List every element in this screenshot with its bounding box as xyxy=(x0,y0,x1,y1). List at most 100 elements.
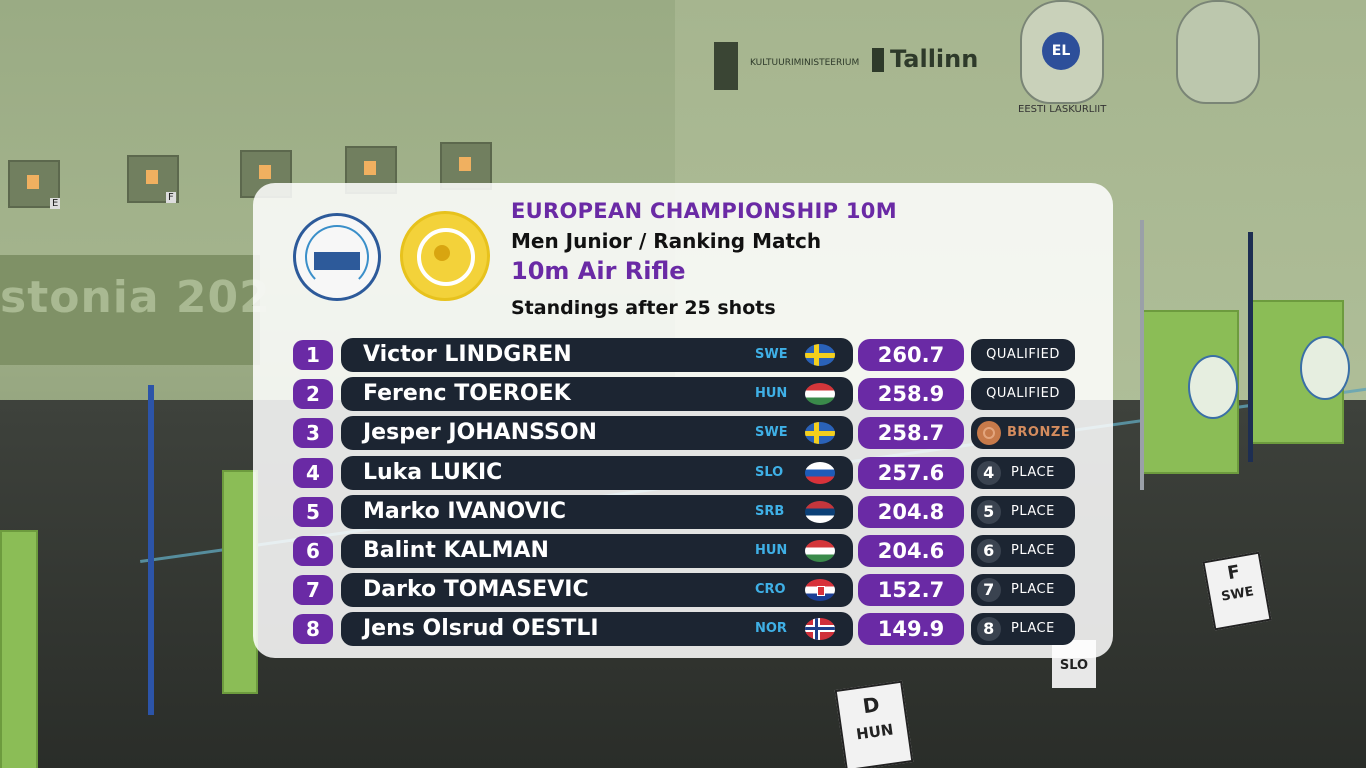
athlete-bar: Luka LUKIC SLO xyxy=(341,455,853,490)
athlete-name: Victor LINDGREN xyxy=(363,342,572,367)
standings-row: 7 Darko TOMASEVIC CRO 152.7 7 PLACE xyxy=(293,573,1083,612)
estonia-coat-of-arms-icon xyxy=(714,42,738,90)
status-label: PLACE xyxy=(1011,464,1055,480)
standings-subtitle: Standings after 25 shots xyxy=(511,297,776,319)
status-label: QUALIFIED xyxy=(986,347,1060,362)
logo-arc xyxy=(305,225,369,289)
banner-text: stonia 202 xyxy=(0,272,271,323)
lane-plate-d: D HUN xyxy=(834,680,914,768)
target-label: E xyxy=(50,198,61,209)
status-label: PLACE xyxy=(1011,621,1055,637)
norway-flag-icon xyxy=(805,618,835,641)
rank-badge: 1 xyxy=(293,340,333,370)
serbia-flag-icon xyxy=(805,500,835,523)
status-badge: 5 PLACE xyxy=(971,495,1075,528)
athlete-bar: Ferenc TOEROEK HUN xyxy=(341,377,853,412)
score: 257.6 xyxy=(858,456,964,489)
hungary-flag-icon xyxy=(805,539,835,562)
score: 260.7 xyxy=(858,339,964,371)
lane-nation: SLO xyxy=(1059,658,1089,673)
esc-federation-logo-icon xyxy=(400,211,490,301)
athlete-name: Darko TOMASEVIC xyxy=(363,577,589,603)
lane-letter: D xyxy=(861,692,881,719)
score: 204.6 xyxy=(858,534,964,567)
status-label: QUALIFIED xyxy=(986,386,1060,402)
sponsor-city: Tallinn xyxy=(890,45,979,73)
sweden-flag-icon xyxy=(805,422,835,445)
score: 204.8 xyxy=(858,495,964,528)
standings-row: 4 Luka LUKIC SLO 257.6 4 PLACE xyxy=(293,455,1083,495)
lane-nation: HUN xyxy=(855,720,895,744)
athlete-bar: Marko IVANOVIC SRB xyxy=(341,494,853,529)
place-number: 5 xyxy=(977,499,1001,524)
athlete-name: Ferenc TOEROEK xyxy=(363,381,571,407)
nation-code: SWE xyxy=(755,347,788,362)
athlete-name: Jens Olsrud OESTLI xyxy=(363,616,599,642)
athlete-bar: Balint KALMAN HUN xyxy=(341,533,853,568)
status-badge: QUALIFIED xyxy=(971,339,1075,371)
athlete-name: Balint KALMAN xyxy=(363,537,549,563)
logo-center xyxy=(434,245,450,261)
crest-label: EESTI LASKURLIIT xyxy=(1018,104,1107,115)
score: 258.7 xyxy=(858,417,964,450)
status-badge: 6 PLACE xyxy=(971,534,1075,567)
standings-row: 6 Balint KALMAN HUN 204.6 6 PLACE xyxy=(293,533,1083,573)
championship-desk-logo-icon xyxy=(1300,336,1350,400)
nation-code: SLO xyxy=(755,464,784,480)
rank-badge: 6 xyxy=(293,535,333,566)
athlete-bar: Jesper JOHANSSON SWE xyxy=(341,416,853,451)
eagle-crest-icon xyxy=(1176,0,1260,104)
status-badge: 8 PLACE xyxy=(971,613,1075,646)
athlete-bar: Victor LINDGREN SWE xyxy=(341,338,853,372)
rifle-stand xyxy=(148,385,154,715)
bronze-medal-icon xyxy=(977,421,1001,446)
rank-badge: 8 xyxy=(293,614,333,645)
rank-badge: 3 xyxy=(293,418,333,449)
nation-code: HUN xyxy=(755,386,788,402)
nation-code: NOR xyxy=(755,621,787,637)
athlete-name: Luka LUKIC xyxy=(363,459,503,485)
shooting-federation-crest-icon: EL xyxy=(1020,0,1104,104)
standings-panel: EUROPEAN CHAMPIONSHIP 10M Men Junior / R… xyxy=(253,183,1113,658)
category-title: Men Junior / Ranking Match xyxy=(511,229,822,253)
croatia-flag-icon xyxy=(805,579,835,602)
status-badge: BRONZE xyxy=(971,417,1075,450)
nation-code: HUN xyxy=(755,542,788,558)
status-badge: QUALIFIED xyxy=(971,378,1075,411)
athlete-bar: Jens Olsrud OESTLI NOR xyxy=(341,612,853,647)
score: 258.9 xyxy=(858,378,964,411)
place-number: 7 xyxy=(977,578,1001,603)
status-label: BRONZE xyxy=(1007,425,1071,441)
nation-code: CRO xyxy=(755,582,786,598)
tallinn-logo-icon xyxy=(872,48,884,72)
rank-badge: 4 xyxy=(293,457,333,488)
rank-badge: 5 xyxy=(293,496,333,527)
sponsor-ministry: KULTUURIMINISTEERIUM xyxy=(750,58,860,68)
standings-list: 1 Victor LINDGREN SWE 260.7 QUALIFIED 2 … xyxy=(293,338,1083,652)
target-label: F xyxy=(166,192,176,203)
status-label: PLACE xyxy=(1011,582,1055,598)
nation-code: SRB xyxy=(755,503,785,519)
standings-row: 3 Jesper JOHANSSON SWE 258.7 BRONZE xyxy=(293,416,1083,455)
nation-code: SWE xyxy=(755,425,788,441)
rifle-stand xyxy=(1248,232,1253,462)
championship-title: EUROPEAN CHAMPIONSHIP 10M xyxy=(511,199,897,223)
status-badge: 7 PLACE xyxy=(971,574,1075,607)
logo-caption xyxy=(314,252,360,270)
place-number: 8 xyxy=(977,617,1001,642)
sweden-flag-icon xyxy=(805,344,835,366)
rank-badge: 2 xyxy=(293,379,333,410)
standings-row: 2 Ferenc TOEROEK HUN 258.9 QUALIFIED xyxy=(293,377,1083,416)
athlete-bar: Darko TOMASEVIC CRO xyxy=(341,573,853,608)
slovenia-flag-icon xyxy=(805,461,835,484)
hungary-flag-icon xyxy=(805,383,835,406)
target-box xyxy=(440,142,492,190)
discipline-title: 10m Air Rifle xyxy=(511,257,686,285)
athlete-name: Jesper JOHANSSON xyxy=(363,420,597,446)
status-label: PLACE xyxy=(1011,503,1055,519)
european-championship-logo-icon xyxy=(293,213,381,301)
status-label: PLACE xyxy=(1011,542,1055,558)
standings-row: 8 Jens Olsrud OESTLI NOR 149.9 8 PLACE xyxy=(293,612,1083,651)
championship-desk-logo-icon xyxy=(1188,355,1238,419)
athlete-name: Marko IVANOVIC xyxy=(363,498,567,524)
